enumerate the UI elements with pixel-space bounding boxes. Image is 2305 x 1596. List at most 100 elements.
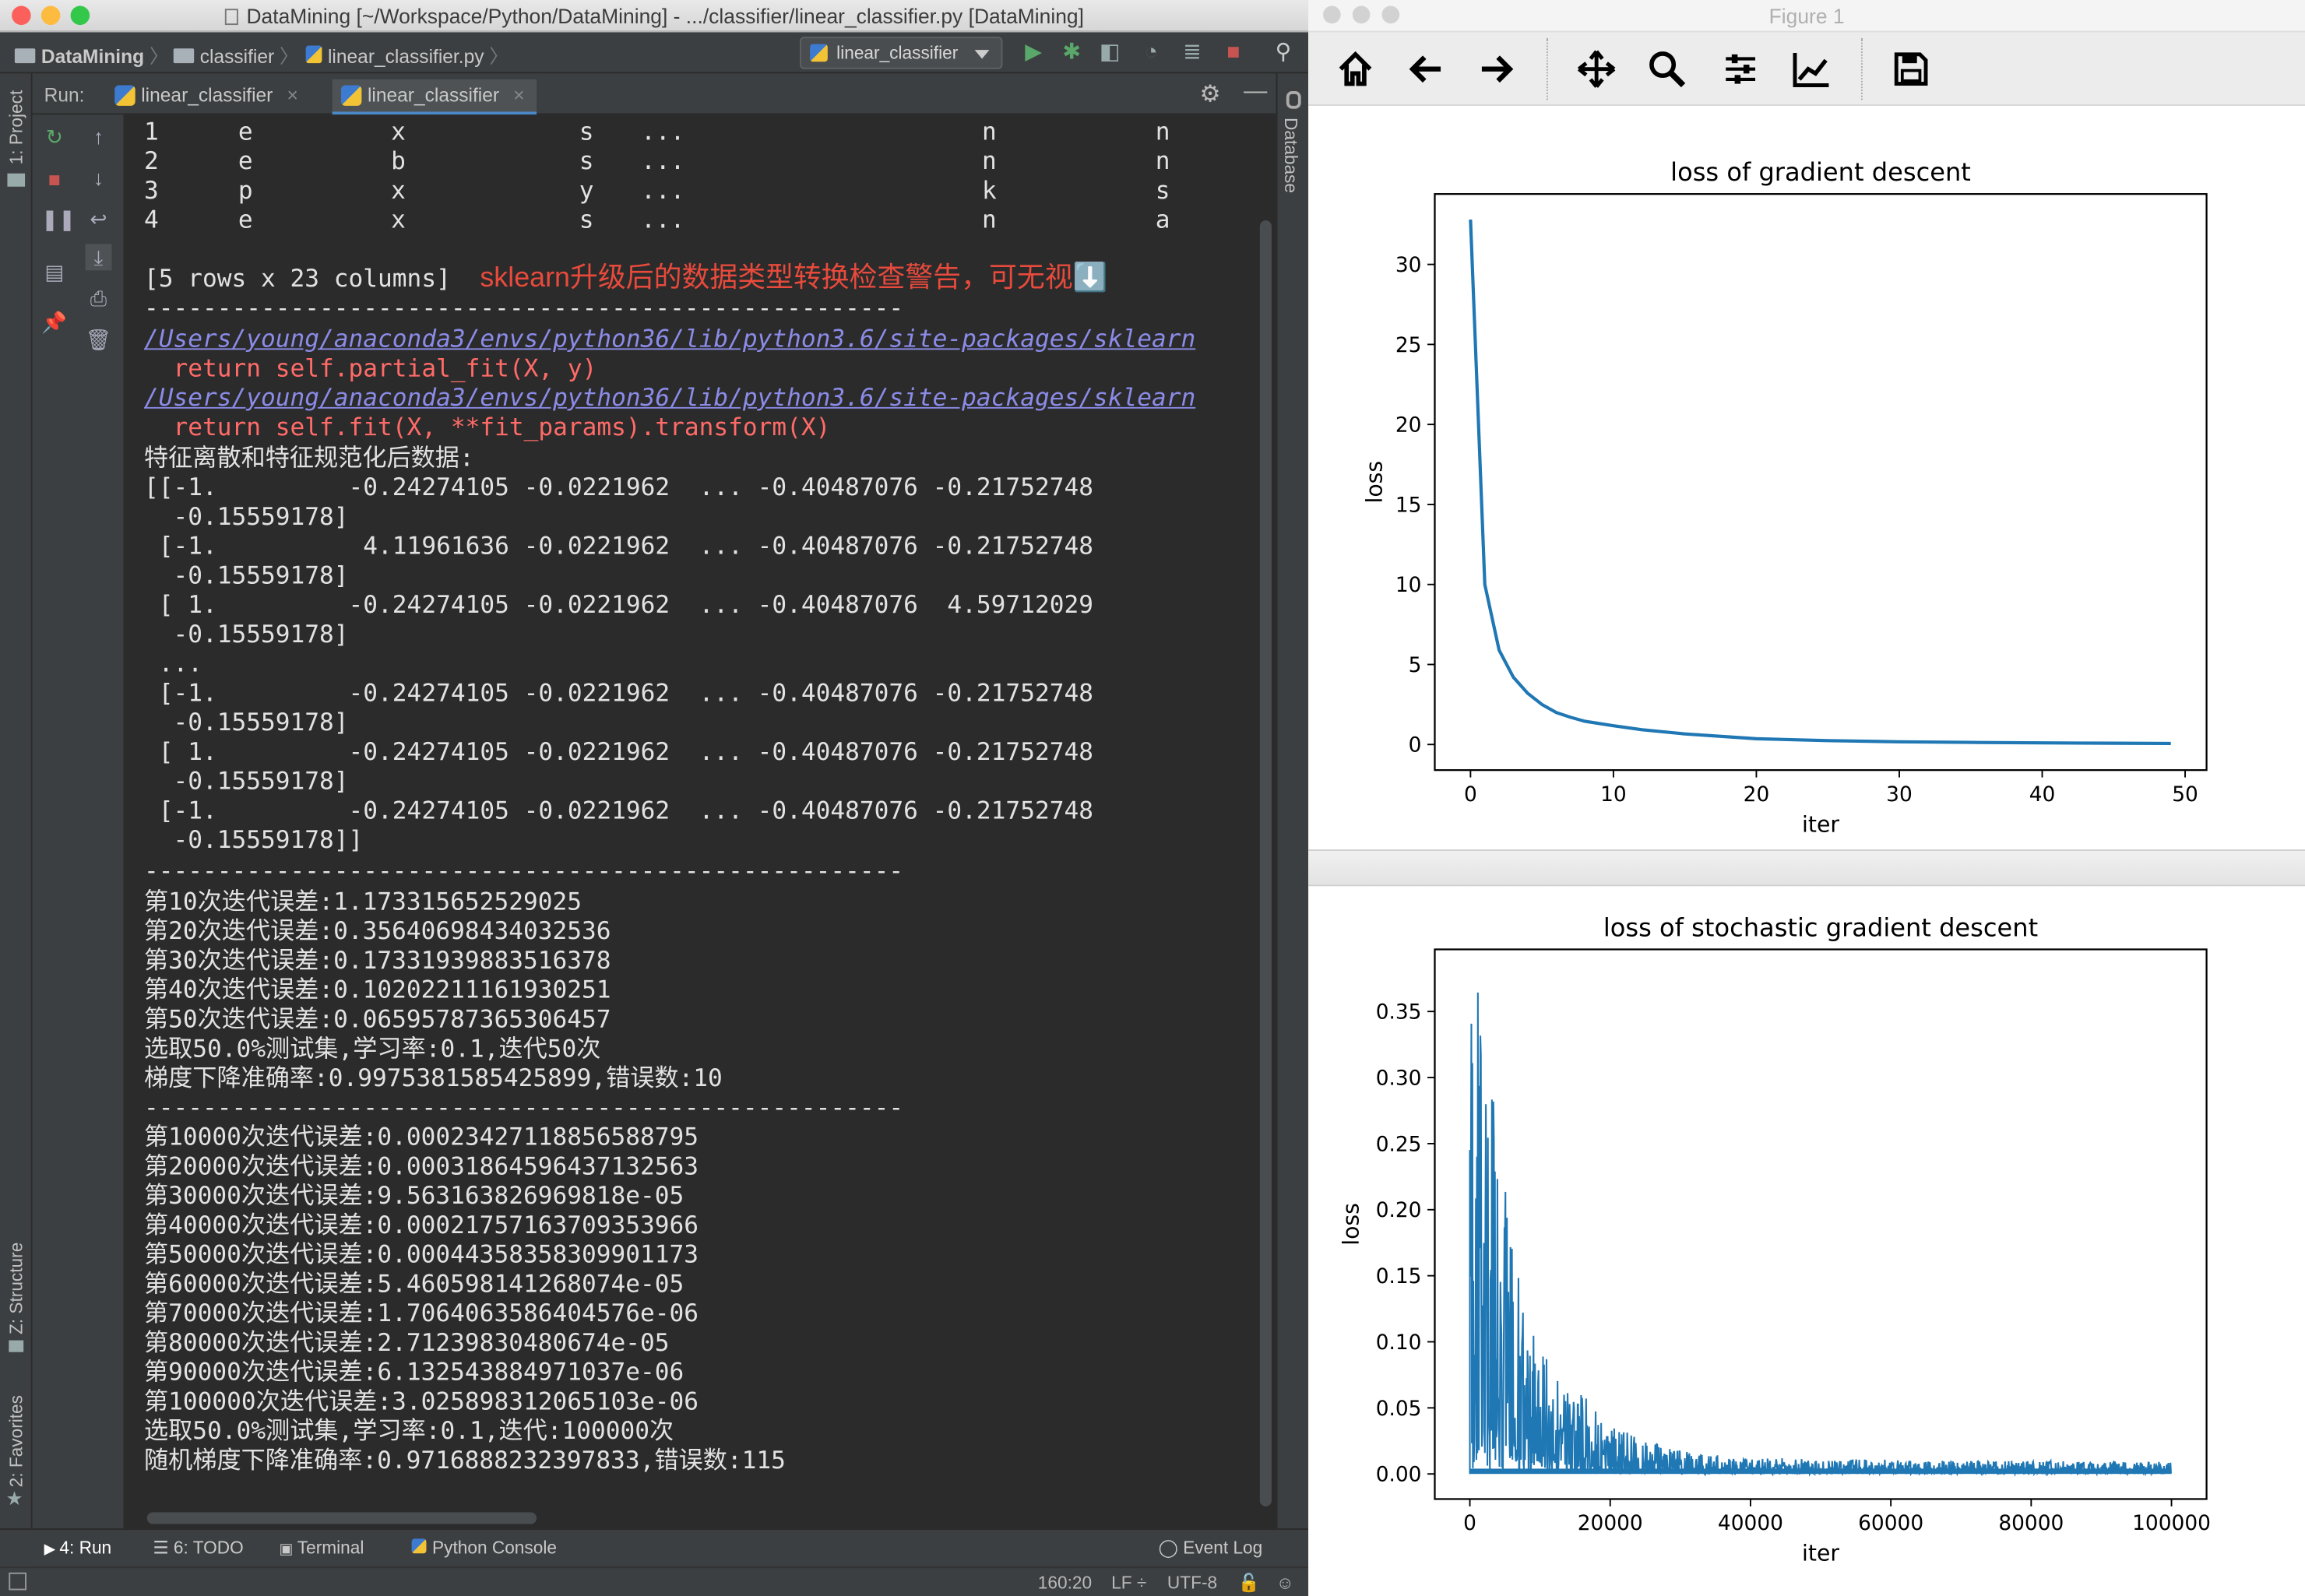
search-everywhere-icon[interactable]: ⚲ — [1275, 39, 1292, 65]
close-window-button[interactable] — [12, 5, 31, 26]
maximize-window-button[interactable] — [70, 5, 90, 26]
dataframe-cell: ... — [641, 206, 685, 234]
bottom-tool-tabs: ▶ 4: Run ☰ 6: TODO ▣ Terminal Python Con… — [0, 1528, 1309, 1567]
tab-python-console[interactable]: Python Console — [411, 1538, 557, 1558]
subplots-icon[interactable] — [1720, 48, 1761, 90]
dataframe-cell: b — [391, 146, 406, 175]
sgd-output-line: 第50000次迭代误差:0.00044358358309901173 — [144, 1240, 699, 1269]
breadcrumb-project[interactable]: DataMining 〉 — [14, 41, 169, 69]
run-console-output[interactable]: 1 e x s... n n 2 e b s... n n 3 p x y... k s 4 e x s... n a [5 … — [123, 114, 1276, 1529]
dataframe-cell: s — [579, 146, 594, 175]
dataframe-cell: x — [391, 206, 406, 234]
tab-terminal[interactable]: ▣ Terminal — [279, 1537, 364, 1558]
python-icon — [411, 1538, 427, 1554]
run-configuration-select[interactable]: linear_classifier — [799, 37, 1003, 69]
breadcrumb-file[interactable]: linear_classifier.py 〉 — [305, 41, 509, 69]
run-tab-2[interactable]: linear_classifier × — [332, 79, 537, 115]
concurrency-icon[interactable]: ≣ — [1183, 39, 1202, 65]
profile-icon[interactable]: ◔ — [1144, 39, 1158, 65]
run-tab-1[interactable]: linear_classifier × — [106, 79, 310, 114]
matrix-header: 特征离散和特征规范化后数据: — [144, 444, 474, 472]
gd-output-line: 第50次迭代误差:0.06595787365306457 — [144, 1005, 611, 1034]
rerun-icon[interactable]: ↻ — [45, 125, 63, 149]
figure-window-title: Figure 1 — [1768, 4, 1845, 28]
warning-code-line: return self.partial_fit(X, y) — [144, 353, 597, 382]
up-arrow-icon[interactable]: ↑ — [93, 125, 104, 149]
run-actions-column-2: ↑ ↓ ↩ ⤓ ⎙ 🗑 — [76, 114, 124, 1529]
minimize-window-button[interactable] — [1352, 5, 1371, 24]
x-tick-label: 10 — [1600, 782, 1627, 807]
dataframe-cell: ... — [641, 146, 685, 175]
settings-gear-icon[interactable]: ⚙ — [1199, 82, 1221, 107]
dataframe-cell: 2 — [144, 146, 159, 175]
home-icon[interactable] — [1335, 48, 1376, 90]
coverage-icon[interactable]: ◧ — [1099, 39, 1121, 65]
dataframe-cell: ... — [641, 118, 685, 146]
stop-icon[interactable]: ■ — [1226, 39, 1240, 65]
dataframe-cell: e — [238, 118, 253, 146]
warning-file-link[interactable]: /Users/young/anaconda3/envs/python36/lib… — [144, 383, 1196, 412]
dataframe-cell: y — [579, 176, 594, 205]
console-vertical-scrollbar[interactable] — [1259, 220, 1272, 1506]
project-tool-window[interactable]: 1: Project — [5, 90, 26, 165]
print-icon[interactable]: ⎙ — [90, 287, 107, 311]
scroll-to-end-icon[interactable]: ⤓ — [85, 244, 112, 271]
toolbar-separator — [1860, 38, 1863, 100]
x-tick-label: 30 — [1886, 782, 1913, 807]
maximize-window-button[interactable] — [1381, 5, 1400, 24]
close-window-button[interactable] — [1323, 5, 1341, 24]
chevron-down-icon — [974, 50, 990, 59]
minimize-window-button[interactable] — [40, 5, 61, 26]
stop-icon[interactable]: ■ — [48, 167, 61, 192]
hide-panel-icon[interactable]: — — [1244, 79, 1268, 105]
sgd-output-line: 第90000次迭代误差:6.132543884971037e-06 — [144, 1358, 684, 1387]
run-icon[interactable]: ▶ — [1025, 39, 1043, 65]
structure-tool-window[interactable]: Z: Structure — [5, 1242, 26, 1335]
layout-icon[interactable]: ▤ — [44, 260, 65, 284]
axes-edit-icon[interactable] — [1790, 48, 1832, 90]
down-arrow-icon[interactable]: ↓ — [93, 166, 104, 190]
save-icon[interactable] — [1891, 48, 1932, 90]
dataframe-cell: x — [391, 176, 406, 205]
lock-icon[interactable]: 🔓 — [1237, 1572, 1260, 1594]
back-icon[interactable] — [1406, 48, 1447, 90]
zoom-icon[interactable] — [1646, 48, 1687, 90]
folder-icon — [14, 48, 36, 64]
event-log-button[interactable]: ◯ Event Log — [1158, 1537, 1263, 1558]
pin-icon[interactable]: 📌 — [41, 310, 68, 334]
caret-position[interactable]: 160:20 — [1037, 1572, 1093, 1594]
breadcrumb-folder[interactable]: classifier 〉 — [173, 41, 299, 69]
matrix-line: [-1. -0.24274105 -0.0221962 ... -0.40487… — [144, 679, 1093, 707]
dataframe-cell: n — [1155, 146, 1170, 175]
matrix-line: -0.15559178]] — [144, 825, 364, 854]
soft-wrap-icon[interactable]: ↩ — [90, 207, 107, 231]
close-tab-icon[interactable]: × — [287, 83, 298, 106]
warning-file-link[interactable]: /Users/young/anaconda3/envs/python36/lib… — [144, 325, 1196, 353]
database-tool-window[interactable]: Database — [1280, 118, 1301, 193]
tab-run[interactable]: ▶ 4: Run — [44, 1537, 112, 1558]
ide-window-title: DataMining [~/Workspace/Python/DataMinin… — [246, 4, 1084, 28]
toggle-tool-windows-icon[interactable] — [9, 1572, 26, 1591]
sgd-loss-chart: loss of stochastic gradient descent 0 2000… — [1338, 912, 2211, 1566]
y-tick-label: 30 — [1395, 253, 1422, 277]
x-tick-label: 50 — [2172, 782, 2198, 807]
forward-icon[interactable] — [1476, 48, 1517, 90]
matrix-line: -0.15559178] — [144, 708, 349, 736]
toolbar-separator — [1546, 38, 1548, 100]
tab-todo[interactable]: ☰ 6: TODO — [153, 1537, 244, 1558]
folder-icon — [7, 173, 26, 187]
favorites-tool-window[interactable]: 2: Favorites — [5, 1394, 26, 1488]
gd-output-line: 第10次迭代误差:1.173315652529025 — [144, 888, 582, 916]
debug-icon[interactable]: ✱ — [1062, 39, 1082, 65]
pause-icon[interactable]: ❚❚ — [40, 207, 76, 231]
trash-icon[interactable]: 🗑 — [85, 327, 112, 352]
pan-icon[interactable] — [1576, 48, 1617, 90]
console-horizontal-scrollbar[interactable] — [146, 1512, 537, 1524]
x-tick-label: 40000 — [1718, 1511, 1783, 1535]
y-tick-label: 10 — [1395, 573, 1422, 597]
inspector-icon[interactable]: ☺ — [1276, 1572, 1294, 1594]
line-separator[interactable]: LF ÷ — [1111, 1572, 1147, 1594]
figure-pane-divider[interactable] — [1308, 849, 2305, 887]
close-tab-icon[interactable]: × — [513, 83, 525, 106]
file-encoding[interactable]: UTF-8 — [1167, 1572, 1218, 1594]
